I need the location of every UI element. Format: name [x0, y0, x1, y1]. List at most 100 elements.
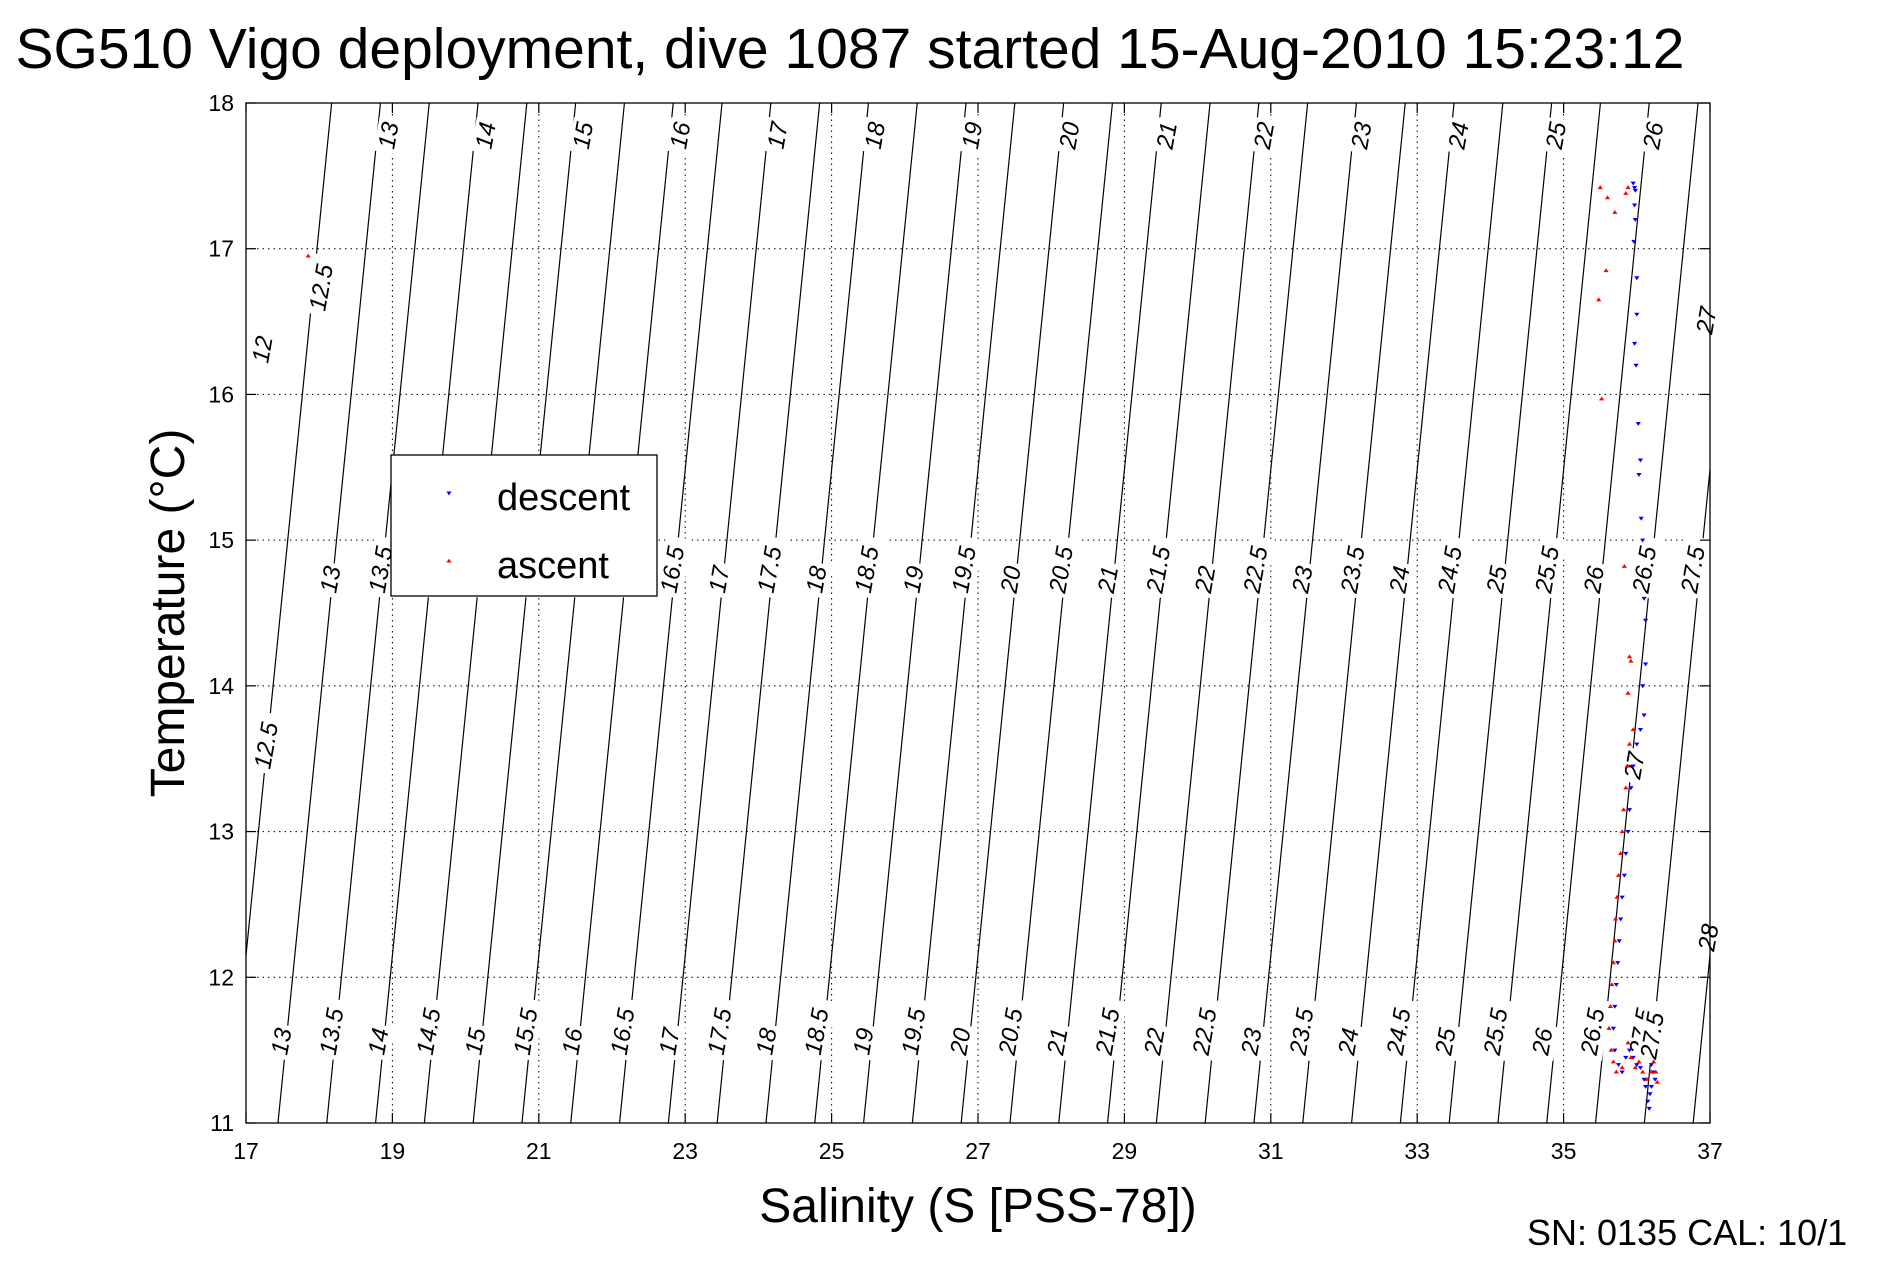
ascent-point: [1597, 185, 1603, 190]
descent-point: [1619, 895, 1625, 900]
contour-label-mask: [1285, 997, 1322, 1061]
descent-point: [1619, 1070, 1625, 1075]
density-contour-line: [1497, 103, 1602, 1123]
descent-point: [1632, 341, 1638, 346]
contour-label-mask: [703, 997, 740, 1061]
ascent-point: [1623, 785, 1629, 790]
contour-label-low: 19.5: [897, 997, 934, 1061]
contour-label-mask: [957, 116, 989, 155]
contour-label-low: 18: [751, 1022, 784, 1061]
contour-label-mask: [1676, 535, 1713, 599]
contour-label-top: 14: [471, 116, 503, 155]
contour-label-text: 26: [1579, 563, 1611, 596]
ascent-point: [1618, 851, 1624, 855]
contour-label-mask: [1691, 301, 1724, 340]
contour-label-mid: 19: [899, 560, 931, 599]
contour-label-low: 17: [654, 1022, 687, 1061]
descent-point: [1616, 939, 1622, 944]
descent-point: [1625, 830, 1631, 834]
y-tick-label: 17: [208, 236, 234, 262]
y-tick-label: 13: [208, 819, 234, 845]
contour-label-low: 22: [1139, 1022, 1172, 1061]
y-tick-label: 16: [208, 381, 234, 407]
contour-label-text: 19: [848, 1026, 879, 1057]
contour-label-mask: [460, 1022, 493, 1061]
contour-label-mask: [1139, 1022, 1172, 1061]
ascent-point: [1596, 297, 1602, 302]
legend-label-ascent: ascent: [497, 545, 609, 587]
contour-label-mask: [1479, 997, 1516, 1061]
ascent-point: [1599, 396, 1605, 401]
contour-label-mask: [994, 997, 1031, 1061]
descent-point: [1623, 851, 1629, 856]
contour-label-mask: [568, 116, 600, 155]
contour-label-text: 26: [1638, 119, 1670, 152]
ascent-point: [1619, 829, 1625, 834]
y-tick-label: 14: [208, 673, 234, 699]
contour-label-mid: 20: [996, 560, 1028, 599]
contour-label-top: 25: [1541, 116, 1573, 155]
density-contour-line: [1399, 103, 1504, 1123]
descent-point: [1626, 1048, 1633, 1053]
x-tick-label: 19: [380, 1138, 406, 1164]
contour-label-top: 18: [860, 116, 892, 155]
ascent-point: [1651, 1059, 1657, 1064]
density-contour-line: [1106, 103, 1211, 1123]
x-tick-label: 23: [672, 1138, 698, 1164]
descent-point: [1630, 181, 1636, 186]
descent-point: [1652, 1077, 1658, 1082]
contour-label-mask: [1239, 535, 1276, 599]
descent-point: [1637, 728, 1644, 732]
descent-point: [1634, 1063, 1640, 1068]
contour-label-mask: [654, 1022, 687, 1061]
contour-label-mask: [606, 997, 643, 1061]
density-contours: [246, 103, 1710, 1123]
contour-label-mask: [1141, 535, 1178, 599]
contour-label-text: 24: [1443, 120, 1474, 152]
ascent-point: [1614, 894, 1620, 899]
contour-label-mask: [1482, 560, 1514, 599]
descent-point: [1636, 473, 1642, 477]
contour-label-left: 12: [247, 330, 280, 369]
contour-label-low: 14: [363, 1022, 396, 1061]
contour-label-mask: [1433, 535, 1470, 599]
contour-label-low: 15: [460, 1022, 493, 1061]
contour-label-low: 13: [266, 1022, 299, 1061]
contour-label-mask: [1527, 1022, 1560, 1061]
contour-label-text: 20: [996, 563, 1028, 596]
descent-point: [1642, 618, 1649, 623]
contour-label-mask: [373, 116, 406, 155]
contour-label-text: 22: [1139, 1026, 1170, 1058]
density-contour-line: [472, 103, 577, 1123]
contour-label-text: 22: [1249, 120, 1280, 152]
ascent-point: [1628, 1055, 1634, 1059]
ascent-point: [1606, 1025, 1612, 1030]
contour-label-text: 23: [1287, 563, 1319, 596]
contour-label-mask: [1576, 997, 1613, 1061]
ascent-point: [1621, 564, 1627, 568]
contour-label-text: 19: [957, 120, 988, 151]
contour-label-text: 26: [1527, 1025, 1559, 1058]
ascent-point: [1615, 872, 1622, 877]
legend-marker-ascent: [446, 558, 452, 563]
contour-label-top: 19: [957, 116, 989, 155]
ascent-point: [1625, 690, 1631, 695]
contour-label-mask: [249, 711, 286, 775]
contour-label-text: 20: [945, 1025, 977, 1058]
descent-point: [1641, 713, 1647, 718]
contour-label-text: 17: [704, 562, 736, 595]
contour-label-mask: [762, 116, 795, 155]
contour-label-mid: 24: [1384, 560, 1417, 599]
contour-label-mid: 26: [1579, 560, 1611, 599]
contour-label-text: 13: [373, 119, 404, 151]
y-tick-label: 11: [210, 1110, 234, 1136]
contour-label-low: 20: [945, 1022, 978, 1061]
contour-label-text: 15: [568, 119, 599, 151]
ascent-point: [1613, 1069, 1619, 1074]
descent-point: [1638, 516, 1644, 521]
contour-label-mask: [1044, 535, 1081, 599]
density-contour-line: [1643, 463, 1710, 1123]
contour-label-text: 21: [1152, 120, 1183, 152]
descent-point: [1615, 961, 1621, 966]
ascent-point: [1625, 1040, 1631, 1045]
